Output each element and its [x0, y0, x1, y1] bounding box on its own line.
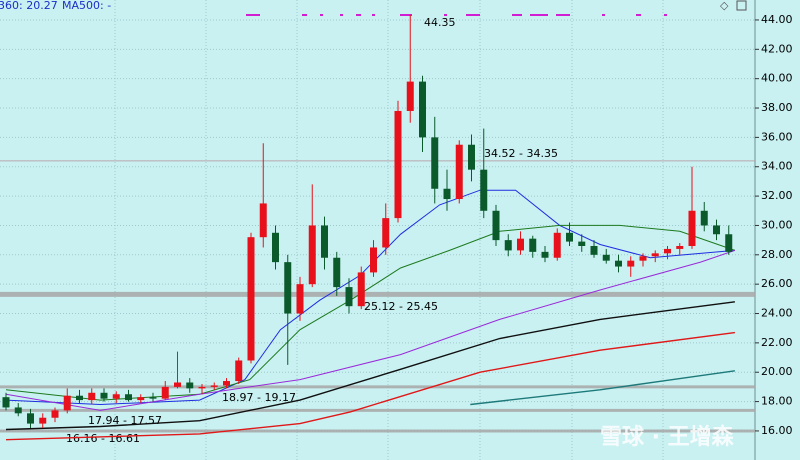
- candle-body: [223, 381, 230, 386]
- icon-diamond[interactable]: ◇: [720, 0, 729, 12]
- ma-line: [5, 249, 736, 411]
- candle-body: [345, 287, 353, 307]
- y-tick-label: 42.00: [761, 42, 793, 55]
- y-tick-label: 26.00: [761, 277, 793, 290]
- annotation: 18.97 - 19.17: [222, 391, 296, 404]
- candle-body: [308, 225, 316, 285]
- ma-line: [470, 370, 735, 406]
- candle-body: [651, 253, 659, 257]
- candle-body: [688, 210, 696, 246]
- candle-body: [639, 256, 647, 261]
- candle-body: [431, 137, 439, 189]
- y-tick-label: 38.00: [761, 101, 793, 114]
- candle-body: [100, 392, 108, 399]
- candle-body: [284, 262, 292, 314]
- candle-body: [725, 234, 733, 252]
- candle-body: [541, 251, 549, 258]
- candle-body: [713, 225, 720, 235]
- signal-dots: [246, 14, 667, 16]
- y-tick-label: 36.00: [761, 130, 793, 143]
- annotation: 34.52 - 34.35: [484, 147, 558, 160]
- y-tick-label: 22.00: [761, 336, 793, 349]
- candle-body: [321, 225, 328, 258]
- candle-body: [259, 203, 267, 238]
- candle-body: [676, 245, 684, 249]
- y-tick-label: 32.00: [761, 189, 793, 202]
- candle-body: [566, 232, 573, 242]
- candle-body: [2, 397, 10, 408]
- candle-body: [394, 110, 402, 219]
- candle-body: [247, 237, 255, 361]
- y-tick-label: 16.00: [761, 424, 793, 437]
- annotation: 16.16 - 16.61: [66, 432, 140, 445]
- y-tick-label: 30.00: [761, 218, 793, 231]
- candle-body: [480, 169, 488, 211]
- candle-body: [504, 240, 512, 251]
- y-tick-label: 18.00: [761, 395, 793, 408]
- candle-body: [198, 386, 206, 389]
- annotation: 44.35: [424, 16, 456, 29]
- candle-body: [161, 386, 169, 399]
- plot: 44.00 42.00 40.00 38.00 36.00 34.00 32.00 30.00…: [0, 13, 793, 441]
- candle-body: [112, 394, 120, 399]
- ma-line: [5, 301, 735, 431]
- candle-body: [39, 417, 47, 424]
- candle-body: [578, 241, 586, 246]
- icon-square[interactable]: [736, 0, 747, 11]
- candle-body: [529, 238, 537, 252]
- annotation: 25.12 - 25.45: [364, 300, 438, 313]
- candle-body: [419, 81, 426, 138]
- legend-entry: 360: 20.27: [0, 0, 58, 12]
- candle-body: [492, 210, 500, 241]
- candle-body: [125, 394, 132, 401]
- candle-body: [357, 272, 365, 307]
- candle-body: [406, 81, 414, 111]
- candle-body: [186, 382, 194, 389]
- y-tick-label: 34.00: [761, 160, 793, 173]
- candle-body: [370, 247, 377, 273]
- candle-body: [149, 397, 157, 399]
- ma-line: [5, 331, 735, 441]
- candle-body: [210, 385, 218, 387]
- candle-body: [382, 218, 390, 248]
- candle-body: [455, 144, 463, 200]
- candle-body: [553, 232, 561, 258]
- y-tick-label: 20.00: [761, 365, 793, 378]
- y-tick-label: 40.00: [761, 72, 793, 85]
- candle-body: [700, 210, 708, 226]
- candle-body: [88, 392, 96, 401]
- candle-body: [235, 360, 243, 382]
- y-tick-label: 24.00: [761, 307, 793, 320]
- candle-body: [627, 260, 635, 267]
- y-tick-label: 44.00: [761, 13, 793, 26]
- candle-body: [468, 144, 475, 170]
- candle-body: [272, 232, 279, 263]
- candle-body: [76, 395, 83, 401]
- candle-body: [27, 413, 34, 424]
- candle-body: [517, 238, 524, 251]
- candle-body: [63, 395, 71, 411]
- candle-body: [664, 248, 671, 254]
- candle-body: [602, 254, 610, 261]
- candle-body: [14, 407, 22, 414]
- candle-body: [296, 284, 304, 314]
- y-tick-label: 28.00: [761, 248, 793, 261]
- watermark: 雪球 · 王增森: [600, 424, 735, 450]
- candle-body: [51, 410, 59, 418]
- legend-entry: MA500: -: [62, 0, 111, 12]
- candle-body: [590, 245, 598, 255]
- candle-body: [443, 188, 451, 200]
- candle-body: [137, 397, 145, 401]
- ma-line: [5, 189, 735, 406]
- candle-body: [333, 257, 341, 288]
- candle-body: [174, 382, 181, 387]
- candle-body: [615, 260, 622, 267]
